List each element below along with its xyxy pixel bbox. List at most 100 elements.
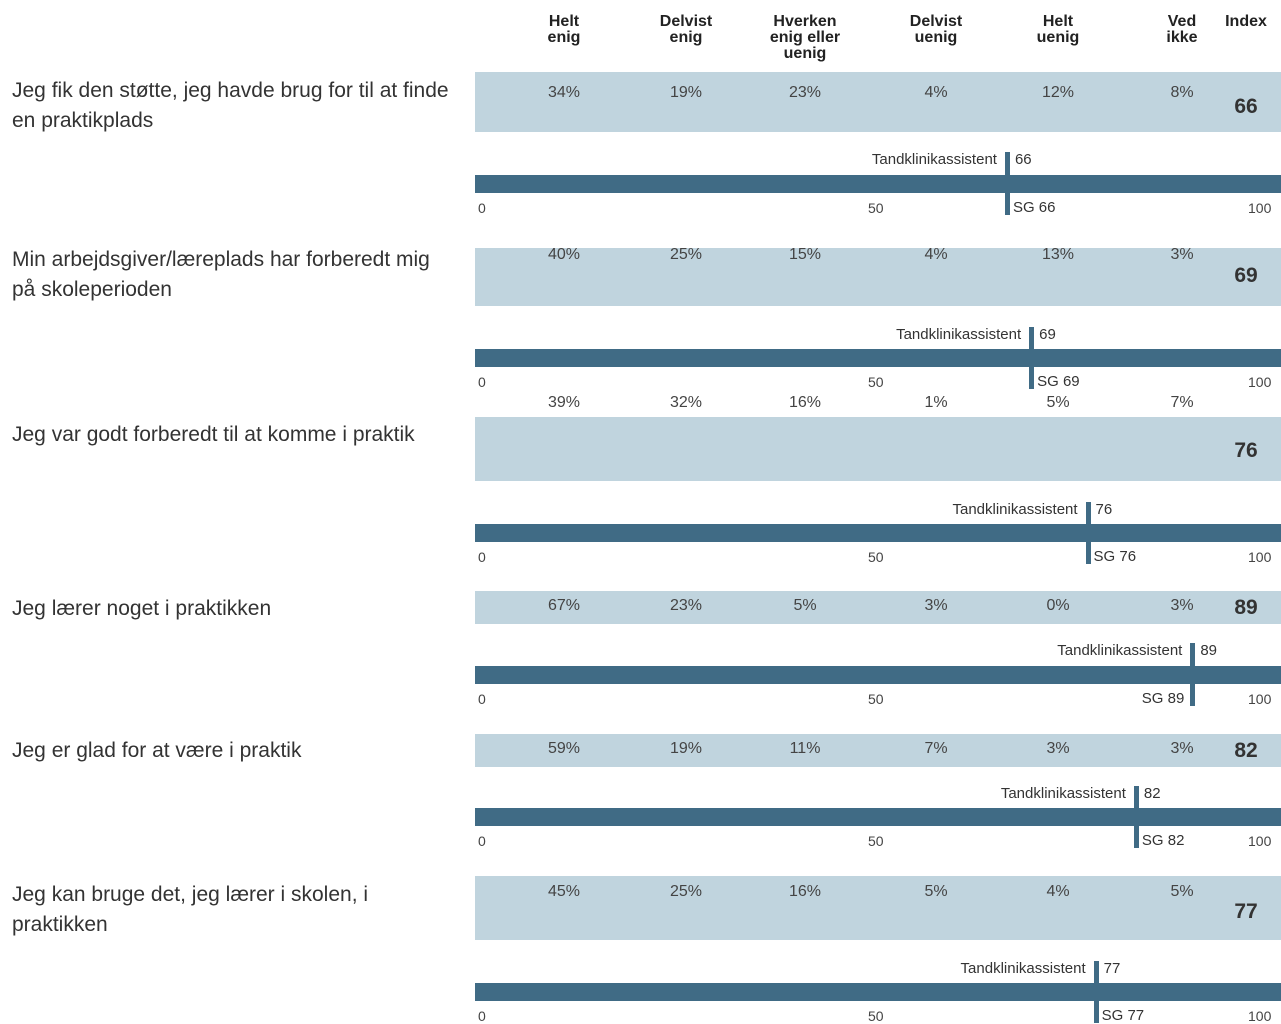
percent-value: 3% bbox=[1170, 597, 1194, 614]
sg-marker bbox=[1004, 193, 1010, 215]
sg-marker bbox=[1085, 542, 1091, 564]
axis-label-mid: 50 bbox=[868, 1008, 884, 1024]
percent-value: 5% bbox=[1046, 394, 1070, 411]
column-header: Index bbox=[1225, 13, 1267, 30]
percent-value: 45% bbox=[547, 883, 581, 900]
axis-label-mid: 50 bbox=[868, 833, 884, 849]
column-header: Helt enig bbox=[547, 13, 581, 46]
value-marker bbox=[1029, 327, 1035, 349]
axis-label-min: 0 bbox=[478, 691, 486, 707]
percent-value: 1% bbox=[924, 394, 948, 411]
percent-value: 23% bbox=[788, 84, 822, 101]
percent-value: 19% bbox=[669, 84, 703, 101]
sg-marker bbox=[1190, 684, 1196, 706]
sg-label: SG 69 bbox=[1037, 373, 1080, 390]
percent-value: 8% bbox=[1170, 84, 1194, 101]
percent-value: 23% bbox=[669, 597, 703, 614]
index-value: 66 bbox=[1234, 95, 1258, 118]
axis-label-min: 0 bbox=[478, 549, 486, 565]
index-bar bbox=[475, 983, 1281, 1001]
sg-label: SG 89 bbox=[1141, 690, 1185, 707]
percent-value: 16% bbox=[788, 883, 822, 900]
comparison-value: 69 bbox=[1039, 326, 1056, 343]
comparison-value: 76 bbox=[1095, 501, 1113, 518]
index-value: 77 bbox=[1234, 900, 1258, 923]
axis-label-max: 100 bbox=[1248, 374, 1272, 390]
index-value: 82 bbox=[1234, 739, 1258, 762]
sg-label: SG 76 bbox=[1093, 548, 1137, 565]
percent-value: 12% bbox=[1041, 84, 1075, 101]
percent-value: 32% bbox=[669, 394, 703, 411]
percent-row-background bbox=[475, 591, 1281, 624]
axis-label-max: 100 bbox=[1248, 833, 1272, 849]
sg-label: SG 82 bbox=[1141, 832, 1185, 849]
index-bar bbox=[475, 175, 1281, 193]
comparison-label: Tandklinikassistent bbox=[1057, 642, 1183, 659]
value-marker bbox=[1133, 786, 1139, 808]
index-value: 76 bbox=[1234, 439, 1258, 462]
percent-value: 3% bbox=[1046, 740, 1070, 757]
index-bar bbox=[475, 808, 1281, 826]
axis-label-max: 100 bbox=[1248, 1008, 1272, 1024]
percent-value: 7% bbox=[924, 740, 948, 757]
comparison-value: 89 bbox=[1200, 642, 1218, 659]
percent-row-background bbox=[475, 734, 1281, 767]
axis-label-min: 0 bbox=[478, 833, 486, 849]
percent-value: 5% bbox=[924, 883, 948, 900]
index-value: 69 bbox=[1234, 264, 1258, 287]
percent-value: 4% bbox=[924, 84, 948, 101]
column-header: Ved ikke bbox=[1166, 13, 1198, 46]
comparison-value: 66 bbox=[1014, 151, 1032, 168]
percent-value: 19% bbox=[669, 740, 703, 757]
axis-label-min: 0 bbox=[478, 374, 486, 390]
sg-label: SG 66 bbox=[1012, 199, 1056, 216]
axis-label-mid: 50 bbox=[868, 549, 884, 565]
percent-value: 4% bbox=[1046, 883, 1070, 900]
comparison-label: Tandklinikassistent bbox=[952, 501, 1078, 518]
percent-row-background bbox=[475, 248, 1281, 306]
question-label: Jeg var godt forberedt til at komme i pr… bbox=[12, 423, 415, 446]
axis-label-min: 0 bbox=[478, 1008, 486, 1024]
percent-value: 3% bbox=[1170, 740, 1194, 757]
percent-value: 25% bbox=[669, 246, 703, 263]
comparison-label: Tandklinikassistent bbox=[871, 151, 997, 168]
value-marker bbox=[1004, 152, 1010, 175]
value-marker bbox=[1093, 961, 1099, 983]
index-bar bbox=[475, 524, 1281, 542]
axis-label-min: 0 bbox=[478, 200, 486, 216]
comparison-label: Tandklinikassistent bbox=[960, 960, 1086, 977]
percent-value: 13% bbox=[1041, 246, 1075, 263]
axis-label-max: 100 bbox=[1248, 549, 1272, 565]
percent-value: 4% bbox=[924, 246, 948, 263]
percent-row-background bbox=[475, 876, 1281, 940]
percent-value: 34% bbox=[547, 84, 581, 101]
column-header: Delvist uenig bbox=[909, 13, 963, 46]
percent-value: 25% bbox=[669, 883, 703, 900]
value-marker bbox=[1085, 502, 1091, 524]
sg-marker bbox=[1093, 1001, 1099, 1023]
percent-value: 0% bbox=[1046, 597, 1070, 614]
axis-label-max: 100 bbox=[1248, 691, 1272, 707]
percent-value: 39% bbox=[547, 394, 581, 411]
percent-value: 59% bbox=[547, 740, 581, 757]
comparison-value: 82 bbox=[1143, 785, 1161, 802]
percent-value: 7% bbox=[1170, 394, 1194, 411]
percent-value: 16% bbox=[788, 394, 822, 411]
question-label: Min arbejdsgiver/læreplads har forberedt… bbox=[12, 248, 430, 301]
comparison-label: Tandklinikassistent bbox=[1000, 785, 1126, 802]
percent-value: 5% bbox=[1170, 883, 1194, 900]
column-header: Delvist enig bbox=[659, 13, 713, 46]
axis-label-max: 100 bbox=[1248, 200, 1272, 216]
percent-value: 3% bbox=[924, 597, 948, 614]
percent-row-background bbox=[475, 417, 1281, 481]
percent-row-background bbox=[475, 72, 1281, 132]
index-value: 89 bbox=[1234, 596, 1258, 619]
index-bar bbox=[475, 666, 1281, 684]
percent-value: 15% bbox=[788, 246, 822, 263]
percent-value: 67% bbox=[547, 597, 581, 614]
sg-marker bbox=[1029, 367, 1035, 389]
question-label: Jeg er glad for at være i praktik bbox=[12, 739, 302, 762]
axis-label-mid: 50 bbox=[868, 374, 884, 390]
sg-label: SG 77 bbox=[1101, 1007, 1145, 1024]
axis-label-mid: 50 bbox=[868, 691, 884, 707]
